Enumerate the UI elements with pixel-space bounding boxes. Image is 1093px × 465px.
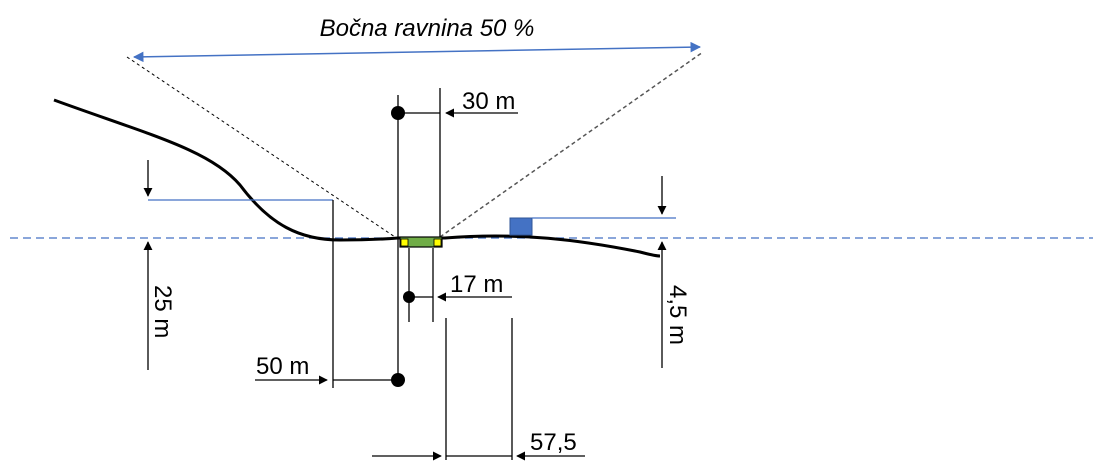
diagram-title: Bočna ravnina 50 % — [320, 15, 535, 42]
right-slope-line — [439, 51, 704, 238]
right-height-label: 4,5 m — [664, 285, 691, 345]
strip-width-label: 17 m — [450, 271, 503, 298]
runway-edge-marker-left — [400, 238, 409, 247]
terrain-profile — [53, 98, 661, 258]
top-width-label: 30 m — [462, 88, 515, 115]
runway-strip — [399, 236, 443, 248]
runway-edge-marker-right — [433, 238, 442, 247]
left-height-label: 25 m — [149, 285, 176, 338]
plane-width-arrow — [132, 41, 702, 63]
left-offset-label: 50 m — [256, 353, 309, 380]
bottom-offset-label: 57,5 — [530, 429, 577, 456]
obstacle — [509, 217, 533, 236]
